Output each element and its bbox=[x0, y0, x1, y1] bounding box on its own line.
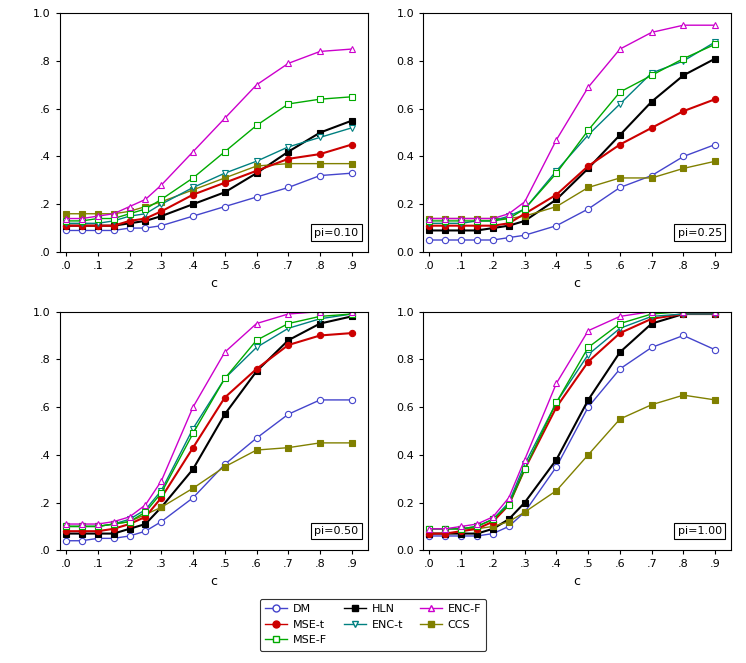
X-axis label: c: c bbox=[210, 575, 217, 588]
Legend: DM, MSE-t, MSE-F, HLN, ENC-t, ENC-F, CCS: DM, MSE-t, MSE-F, HLN, ENC-t, ENC-F, CCS bbox=[260, 599, 486, 651]
Text: pi=0.25: pi=0.25 bbox=[677, 227, 722, 237]
X-axis label: c: c bbox=[574, 276, 580, 290]
X-axis label: c: c bbox=[574, 575, 580, 588]
X-axis label: c: c bbox=[210, 276, 217, 290]
Text: pi=0.10: pi=0.10 bbox=[314, 227, 358, 237]
Text: pi=1.00: pi=1.00 bbox=[677, 526, 722, 536]
Text: pi=0.50: pi=0.50 bbox=[314, 526, 358, 536]
